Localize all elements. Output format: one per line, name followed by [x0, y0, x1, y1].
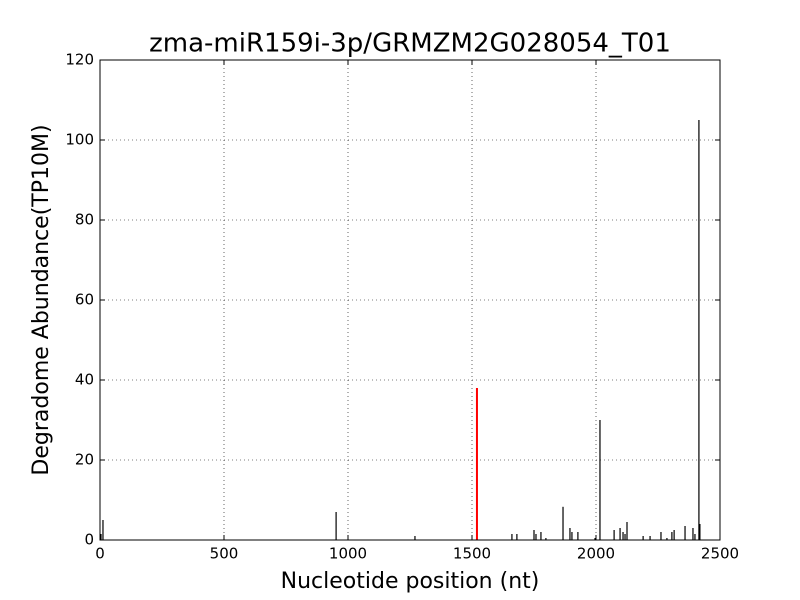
x-tick-label: 500 — [210, 545, 239, 563]
x-tick-label: 2500 — [701, 545, 739, 563]
y-axis-label: Degradome Abundance(TP10M) — [29, 124, 54, 475]
x-tick-label: 2000 — [577, 545, 615, 563]
y-tick-label: 60 — [75, 291, 94, 309]
y-tick-label: 120 — [65, 51, 94, 69]
y-tick-label: 100 — [65, 131, 94, 149]
y-tick-label: 0 — [84, 531, 94, 549]
y-tick-label: 20 — [75, 451, 94, 469]
chart-title: zma-miR159i-3p/GRMZM2G028054_T01 — [149, 29, 671, 59]
x-axis-label: Nucleotide position (nt) — [281, 569, 540, 594]
y-tick-label: 40 — [75, 371, 94, 389]
plot-frame — [99, 59, 721, 541]
x-tick-label: 0 — [95, 545, 105, 563]
x-tick-label: 1500 — [453, 545, 491, 563]
x-tick-label: 1000 — [329, 545, 367, 563]
y-tick-label: 80 — [75, 211, 94, 229]
